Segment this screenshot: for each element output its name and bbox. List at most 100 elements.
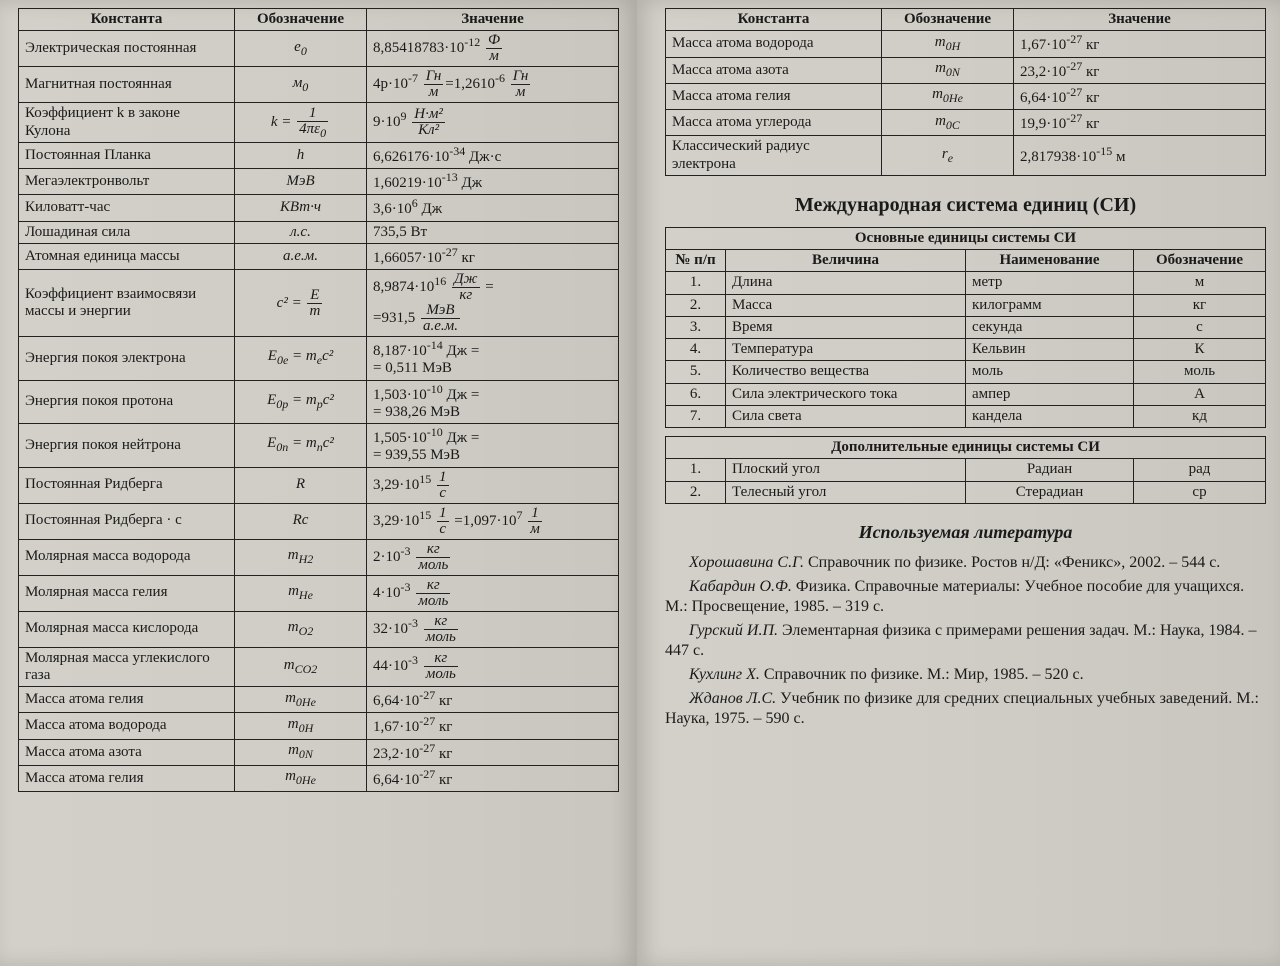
const-val: 6,626176·10-34 Дж·с [367, 142, 619, 168]
const-sym: E0p = mpc² [235, 380, 367, 424]
table-row: Молярная масса кислорода mO2 32·10-3 кгм… [19, 611, 619, 647]
table-row: Постоянная Планка h 6,626176·10-34 Дж·с [19, 142, 619, 168]
const-name: Масса атома гелия [666, 83, 882, 109]
table-row: Атомная единица массы а.е.м. 1,66057·10-… [19, 243, 619, 269]
const-val: 1,505·10-10 Дж == 939,55 МэВ [367, 424, 619, 468]
table-row: Масса атома углерода m0C 19,9·10-27 кг [666, 110, 1266, 136]
reference: Кухлинг Х. Справочник по физике. М.: Мир… [665, 665, 1266, 685]
const-sym: E0n = mnc² [235, 424, 367, 468]
table-row: 1.Длинаметрм [666, 272, 1266, 294]
table-row: Энергия покоя протона E0p = mpc² 1,503·1… [19, 380, 619, 424]
const-sym: mH2 [235, 539, 367, 575]
table-row: Масса атома азота m0N 23,2·10-27 кг [19, 739, 619, 765]
const-val: 1,503·10-10 Дж == 938,26 МэВ [367, 380, 619, 424]
const-val: 1,60219·10-13 Дж [367, 169, 619, 195]
table-row: 2.Массакилограммкг [666, 294, 1266, 316]
const-sym: м0 [235, 67, 367, 103]
const-sym: mO2 [235, 611, 367, 647]
table-row: Молярная масса гелия mHe 4·10-3 кгмоль [19, 575, 619, 611]
ref-author: Кухлинг Х. [689, 666, 760, 683]
const-val: 9·109 Н·м²Кл² [367, 103, 619, 143]
table-row: Масса атома азота m0N 23,2·10-27 кг [666, 57, 1266, 83]
ref-author: Гурский И.П. [689, 622, 778, 639]
col-symbol: Обозначение [882, 9, 1014, 31]
const-name: Молярная масса углекислого газа [19, 647, 235, 687]
const-val: 44·10-3 кгмоль [367, 647, 619, 687]
col-value: Значение [367, 9, 619, 31]
const-name: Энергия покоя нейтрона [19, 424, 235, 468]
table-row: Молярная масса водорода mH2 2·10-3 кгмол… [19, 539, 619, 575]
col-sym: Обозначение [1134, 250, 1266, 272]
reference: Жданов Л.С. Учебник по физике для средни… [665, 689, 1266, 729]
const-sym: re [882, 136, 1014, 176]
const-sym: mHe [235, 575, 367, 611]
table-row: Электрическая постоянная e0 8,85418783·1… [19, 31, 619, 67]
table-row: Масса атома водорода m0H 1,67·10-27 кг [666, 31, 1266, 57]
constants-table-left: Константа Обозначение Значение Электриче… [18, 8, 619, 792]
table-row: Молярная масса углекислого газа mCO2 44·… [19, 647, 619, 687]
const-sym: а.е.м. [235, 243, 367, 269]
const-val: 23,2·10-27 кг [1014, 57, 1266, 83]
table-row: Лошадиная сила л.с. 735,5 Вт [19, 221, 619, 243]
const-val: 6,64·10-27 кг [1014, 83, 1266, 109]
const-name: Масса атома гелия [19, 765, 235, 791]
table-row: Масса атома гелия m0He 6,64·10-27 кг [19, 687, 619, 713]
constants-table-right: Константа Обозначение Значение Масса ато… [665, 8, 1266, 176]
const-sym: e0 [235, 31, 367, 67]
si-main-caption: Основные единицы системы СИ [666, 227, 1266, 249]
const-name: Магнитная постоянная [19, 67, 235, 103]
reference: Гурский И.П. Элементарная физика с приме… [665, 621, 1266, 661]
const-val: 8,85418783·10-12 Фм [367, 31, 619, 67]
reference: Хорошавина С.Г. Справочник по физике. Ро… [665, 553, 1266, 573]
const-sym: k = 14πε0 [235, 103, 367, 143]
table-row: 6.Сила электрического токаамперА [666, 383, 1266, 405]
const-name: Коэффициент k в законе Кулона [19, 103, 235, 143]
col-num: № п/п [666, 250, 726, 272]
const-name: Энергия покоя протона [19, 380, 235, 424]
table-row: Постоянная Ридберга · c Rc 3,29·1015 1с … [19, 503, 619, 539]
const-name: Мегаэлектронвольт [19, 169, 235, 195]
const-name: Молярная масса кислорода [19, 611, 235, 647]
const-val: 1,67·10-27 кг [1014, 31, 1266, 57]
const-name: Лошадиная сила [19, 221, 235, 243]
table-row: Масса атома гелия m0He 6,64·10-27 кг [666, 83, 1266, 109]
const-name: Коэффициент взаимосвязи массы и энергии [19, 270, 235, 337]
const-sym: h [235, 142, 367, 168]
table-row: 4.ТемператураКельвинК [666, 339, 1266, 361]
const-sym: mCO2 [235, 647, 367, 687]
const-name: Постоянная Ридберга · c [19, 503, 235, 539]
col-quantity: Величина [726, 250, 966, 272]
const-name: Масса атома азота [19, 739, 235, 765]
col-constant: Константа [19, 9, 235, 31]
const-name: Масса атома водорода [666, 31, 882, 57]
const-sym: m0C [882, 110, 1014, 136]
const-val: 1,66057·10-27 кг [367, 243, 619, 269]
const-sym: КВт·ч [235, 195, 367, 221]
const-sym: E0e = mec² [235, 337, 367, 381]
const-sym: c² = Em [235, 270, 367, 337]
table-row: 3.Времясекундас [666, 316, 1266, 338]
table-row: Энергия покоя нейтрона E0n = mnc² 1,505·… [19, 424, 619, 468]
const-sym: МэВ [235, 169, 367, 195]
const-val: 3,29·1015 1с [367, 467, 619, 503]
const-val: 8,187·10-14 Дж == 0,511 МэВ [367, 337, 619, 381]
const-sym: m0H [235, 713, 367, 739]
right-page: Константа Обозначение Значение Масса ато… [637, 0, 1280, 966]
table-row: 5.Количество веществамольмоль [666, 361, 1266, 383]
col-value: Значение [1014, 9, 1266, 31]
const-name: Масса атома гелия [19, 687, 235, 713]
const-sym: m0He [235, 687, 367, 713]
table-row: Масса атома гелия m0He 6,64·10-27 кг [19, 765, 619, 791]
const-val: 8,9874·1016 Джкг ==931,5 МэВа.е.м. [367, 270, 619, 337]
table-row: Мегаэлектронвольт МэВ 1,60219·10-13 Дж [19, 169, 619, 195]
table-row: Классический радиус электрона re 2,81793… [666, 136, 1266, 176]
const-val: 3,29·1015 1с =1,097·107 1м [367, 503, 619, 539]
reference: Кабардин О.Ф. Физика. Справочные материа… [665, 577, 1266, 617]
literature-title: Используемая литература [665, 522, 1266, 543]
const-val: 2,817938·10-15 м [1014, 136, 1266, 176]
ref-author: Жданов Л.С. [689, 690, 776, 707]
ref-author: Кабардин О.Ф. [689, 578, 792, 595]
const-sym: m0N [882, 57, 1014, 83]
const-name: Киловатт-час [19, 195, 235, 221]
const-name: Постоянная Планка [19, 142, 235, 168]
